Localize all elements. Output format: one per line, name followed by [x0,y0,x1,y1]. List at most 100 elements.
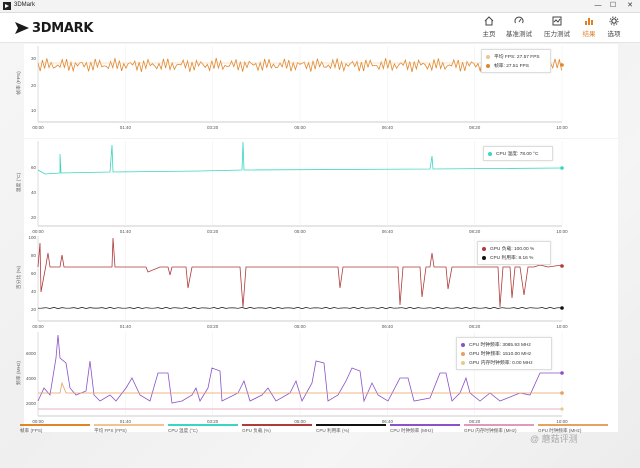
legend-swatch [488,151,492,156]
series-label: 帧率 (FPS) [20,428,43,433]
clock-legend: CPU 时钟频率: 3085.93 MHz GPU 时钟频率: 1510.00 … [456,337,552,370]
legend-swatch [482,246,486,251]
series-toggle-gpu-mem-clock[interactable]: GPU 内存时钟频率 (MHz) [464,424,534,438]
minimize-button[interactable]: — [594,2,602,9]
nav-results[interactable]: 结果 [579,16,599,38]
y-axis-title: 频率 (MHz) [15,361,22,385]
gpu-clock-end-point [560,391,564,395]
series-toggle-cpu-temp[interactable]: CPU 温度 (°C) [168,424,238,438]
fps-end-point [560,63,564,67]
nav-results-label: 结果 [582,31,596,38]
legend-item: 帧率: 27.51 FPS [486,61,546,70]
gpu-mem-clock-end-point [560,407,564,411]
series-toggle-cpu-util[interactable]: CPU 利用率 (%) [316,424,386,438]
gpu-clock-series [38,381,562,394]
legend-label: GPU 负载: 100.00 % [490,247,535,252]
gear-icon [609,16,619,26]
y-tick-label: 80 [31,253,37,258]
x-tick-label: 03:20 [207,419,219,424]
series-label: GPU 负载 (%) [242,428,271,433]
y-tick-label: 30 [31,56,37,61]
nav-home[interactable]: 主页 [478,16,500,38]
legend-swatch [486,54,490,59]
x-tick-label: 08:20 [469,229,481,234]
x-tick-label: 03:20 [207,324,219,329]
x-tick-label: 00:00 [32,125,44,130]
monitoring-charts: 00:00 01:40 03:20 05:00 06:40 08:20 10:00 30 20 1… [15,44,618,432]
y-tick-label: 6000 [26,351,37,356]
x-tick-label: 05:00 [294,419,306,424]
x-tick-label: 00:00 [32,229,44,234]
series-toggle-gpu-load[interactable]: GPU 负载 (%) [242,424,312,438]
x-tick-label: 06:40 [382,324,394,329]
fps-series [37,57,562,73]
y-axis-title: 温度 (°C) [15,172,22,192]
maximize-button[interactable]: ☐ [609,2,617,9]
watermark: @ 蘑菇评测 [530,434,578,444]
cpu-util-end-point [560,306,564,310]
close-button[interactable]: ✕ [627,2,633,9]
nav-benchmark[interactable]: 基准测试 [504,16,534,38]
x-tick-label: 01:40 [120,419,132,424]
temp-legend: CPU 温度: 78.00 °C [483,146,553,161]
legend-label: CPU 利用率: 8.16 % [490,256,534,261]
series-label: GPU 内存时钟频率 (MHz) [464,428,517,433]
x-tick-label: 05:00 [294,229,306,234]
x-tick-label: 08:20 [469,419,481,424]
series-label: CPU 温度 (°C) [168,428,198,433]
series-swatch [242,424,312,426]
y-tick-label: 40 [31,289,37,294]
nav-options[interactable]: 选项 [604,16,624,38]
x-tick-label: 08:20 [469,324,481,329]
x-tick-label: 01:40 [120,125,132,130]
series-label: CPU 利用率 (%) [316,428,350,433]
series-toggle-fps[interactable]: 帧率 (FPS) [20,424,90,438]
legend-swatch [461,351,465,356]
series-label: CPU 时钟频率 (MHz) [390,428,434,433]
series-swatch [316,424,386,426]
x-tick-label: 03:20 [207,125,219,130]
series-swatch [168,424,238,426]
gpu-load-end-point [560,264,564,268]
x-tick-label: 00:00 [32,324,44,329]
results-content: 00:00 01:40 03:20 05:00 06:40 08:20 10:00 30 20 1… [0,43,640,468]
series-toggle-avg-fps[interactable]: 平均 FPS (FPS) [94,424,164,438]
x-tick-label: 10:00 [556,125,568,130]
x-tick-label: 01:40 [120,324,132,329]
nav-stress-test-label: 压力测试 [544,31,570,38]
y-tick-label: 60 [31,271,37,276]
legend-label: GPU 时钟频率: 1510.00 MHz [469,352,532,357]
legend-item: CPU 时钟频率: 3085.93 MHz [461,340,547,349]
legend-item: GPU 负载: 100.00 % [482,244,546,253]
y-tick-label: 20 [31,215,37,220]
nav-home-label: 主页 [482,31,496,38]
legend-item: GPU 内存时钟频率: 0.00 MHz [461,358,547,367]
3dmark-logo-icon [15,22,29,34]
series-toggle-cpu-clock[interactable]: CPU 时钟频率 (MHz) [390,424,460,438]
legend-swatch [461,360,465,365]
series-swatch [538,424,608,426]
y-tick-label: 60 [31,165,37,170]
series-swatch [464,424,534,426]
y-axis-title: 帧率 (FPS) [15,71,22,95]
series-swatch [94,424,164,426]
cpu-util-series [37,307,563,309]
series-label: GPU 时钟频率 (MHz) [538,428,582,433]
window-title: 3DMark [14,2,36,8]
series-label: 平均 FPS (FPS) [94,428,127,433]
y-tick-label: 10 [31,108,37,113]
legend-swatch [482,255,486,260]
app-logo: 3DMARK [32,21,94,36]
bar-chart-icon [585,18,593,25]
nav-stress-test[interactable]: 压力测试 [542,16,572,38]
nav-benchmark-label: 基准测试 [506,31,532,38]
stress-icon [552,16,562,26]
x-tick-label: 06:40 [382,229,394,234]
x-tick-label: 10:00 [556,324,568,329]
gauge-icon [514,16,524,24]
x-tick-label: 01:40 [120,229,132,234]
window-titlebar: 3DMark — ☐ ✕ [0,0,640,13]
legend-item: GPU 时钟频率: 1510.00 MHz [461,349,547,358]
legend-label: 平均 FPS: 27.57 FPS [494,55,540,60]
series-toggle-gpu-clock[interactable]: GPU 时钟频率 (MHz) [538,424,608,438]
